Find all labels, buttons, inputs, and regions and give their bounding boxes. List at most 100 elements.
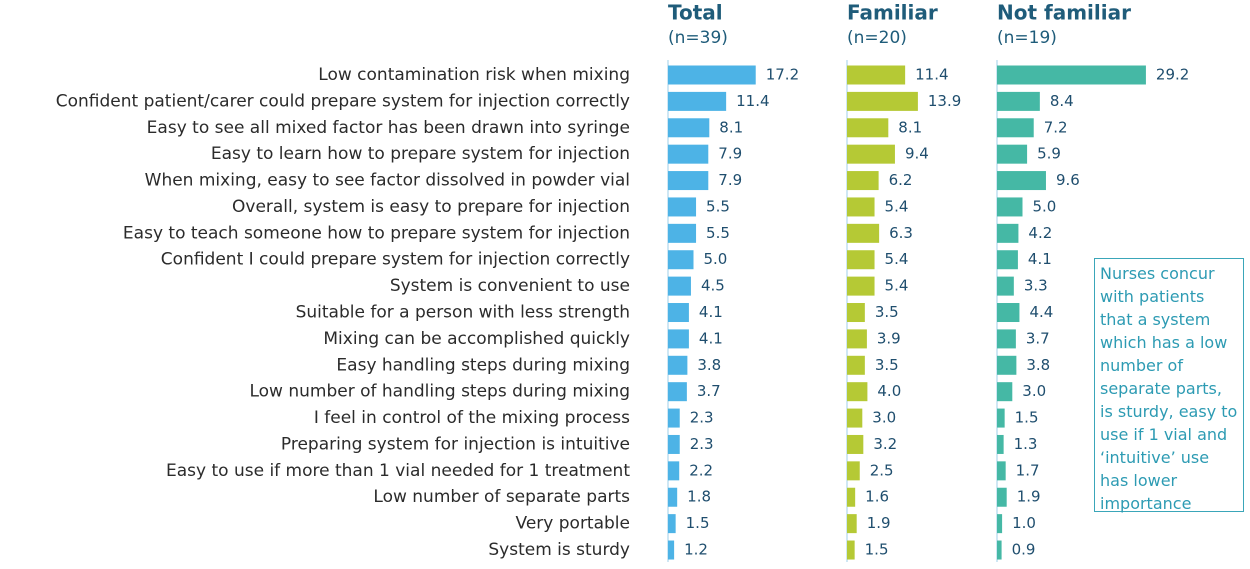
category-label: Preparing system for injection is intuit…	[281, 434, 630, 454]
bar	[997, 355, 1017, 375]
category-label: Easy to teach someone how to prepare sys…	[123, 223, 630, 243]
value-label: 3.2	[873, 435, 897, 453]
value-label: 1.8	[687, 488, 711, 506]
bar	[847, 355, 865, 375]
bar	[847, 434, 864, 454]
category-label: Low number of handling steps during mixi…	[249, 382, 630, 402]
bar	[668, 65, 756, 85]
value-label: 3.8	[1026, 356, 1050, 374]
value-label: 2.3	[690, 409, 714, 427]
value-label: 4.5	[701, 277, 725, 295]
bar	[668, 144, 709, 164]
bar	[997, 514, 1003, 534]
value-label: 8.4	[1050, 92, 1074, 110]
value-label: 2.2	[689, 461, 713, 479]
value-label: 4.1	[1028, 250, 1052, 268]
bar	[668, 171, 709, 191]
value-label: 11.4	[736, 92, 769, 110]
value-label: 4.1	[699, 303, 723, 321]
bar	[847, 303, 865, 323]
bar	[668, 461, 680, 481]
value-label: 3.7	[1026, 329, 1050, 347]
value-label: 1.5	[1015, 409, 1039, 427]
category-label: Low number of separate parts	[373, 487, 630, 507]
value-label: 8.1	[719, 118, 743, 136]
bar	[997, 91, 1040, 111]
value-label: 1.5	[686, 514, 710, 532]
panel-subtitle: (n=19)	[997, 28, 1057, 48]
value-label: 7.2	[1044, 118, 1068, 136]
bar	[847, 514, 857, 534]
value-label: 7.9	[718, 145, 742, 163]
bar	[997, 382, 1013, 402]
value-label: 5.4	[885, 197, 909, 215]
value-label: 9.4	[905, 145, 929, 163]
bar	[847, 250, 875, 270]
bar	[847, 461, 860, 481]
value-label: 8.1	[898, 118, 922, 136]
category-label: Overall, system is easy to prepare for i…	[232, 197, 630, 217]
bar	[668, 329, 689, 349]
category-label: When mixing, easy to see factor dissolve…	[145, 171, 630, 191]
bar	[847, 408, 863, 428]
bar	[668, 118, 710, 138]
value-label: 1.9	[1017, 488, 1041, 506]
category-label: Very portable	[516, 514, 630, 534]
bar	[997, 250, 1018, 270]
category-label: Easy to learn how to prepare system for …	[211, 144, 630, 164]
bar	[997, 223, 1019, 243]
bar	[847, 276, 875, 296]
bar	[997, 303, 1020, 323]
bar	[847, 118, 889, 138]
value-label: 11.4	[915, 66, 948, 84]
bar	[847, 540, 855, 560]
bar	[847, 329, 867, 349]
panel-subtitle: (n=39)	[668, 28, 728, 48]
value-label: 17.2	[766, 66, 799, 84]
category-label: Easy handling steps during mixing	[336, 355, 630, 375]
value-label: 1.3	[1014, 435, 1038, 453]
value-label: 2.3	[690, 435, 714, 453]
bar	[847, 171, 879, 191]
bar	[668, 540, 675, 560]
bar	[997, 540, 1002, 560]
value-label: 1.9	[867, 514, 891, 532]
bar	[668, 487, 678, 507]
bar	[997, 329, 1016, 349]
category-label: Mixing can be accomplished quickly	[323, 329, 630, 349]
bar	[997, 197, 1023, 217]
value-label: 5.0	[704, 250, 728, 268]
value-label: 6.2	[889, 171, 913, 189]
value-label: 1.6	[865, 488, 889, 506]
annotation: Nurses concur with patients that a syste…	[1094, 258, 1244, 513]
value-label: 3.5	[875, 303, 899, 321]
value-label: 4.0	[877, 382, 901, 400]
bar	[668, 355, 688, 375]
value-label: 3.0	[872, 409, 896, 427]
bar	[668, 250, 694, 270]
bar	[997, 276, 1014, 296]
value-label: 2.5	[870, 461, 894, 479]
category-label: Confident I could prepare system for inj…	[161, 250, 630, 270]
bar	[997, 461, 1006, 481]
bar	[668, 197, 697, 217]
bar	[668, 276, 691, 296]
value-label: 5.4	[885, 277, 909, 295]
bar	[668, 514, 676, 534]
value-label: 3.5	[875, 356, 899, 374]
value-label: 5.0	[1033, 197, 1057, 215]
value-label: 3.8	[697, 356, 721, 374]
bar	[997, 434, 1004, 454]
bar	[668, 382, 687, 402]
value-label: 1.2	[684, 541, 708, 559]
value-label: 4.1	[699, 329, 723, 347]
category-label: Easy to use if more than 1 vial needed f…	[166, 461, 630, 481]
bar	[847, 144, 895, 164]
bar	[668, 303, 689, 323]
bar	[847, 65, 906, 85]
category-label: System is convenient to use	[390, 276, 630, 296]
panel-title: Familiar	[847, 1, 938, 25]
bar	[997, 171, 1046, 191]
